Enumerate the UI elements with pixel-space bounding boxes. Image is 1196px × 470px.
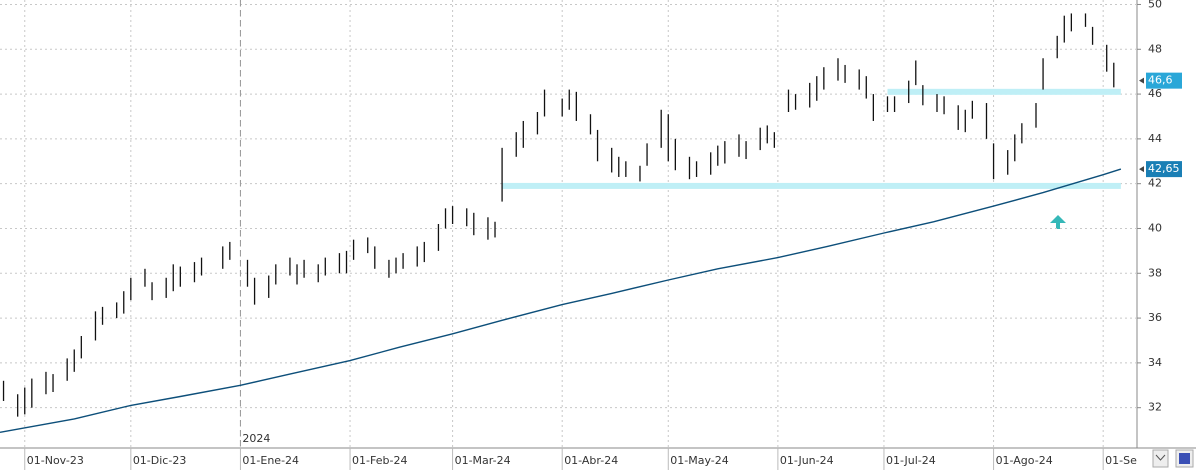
x-tick-label: 01-May-24	[670, 454, 728, 467]
y-tick-label: 44	[1148, 132, 1162, 145]
y-tick-label: 42	[1148, 177, 1162, 190]
y-tick-label: 36	[1148, 311, 1162, 324]
x-tick-label: 01-Nov-23	[27, 454, 84, 467]
x-tick-label: 01-Se	[1105, 454, 1137, 467]
x-tick-label: 01-Jul-24	[886, 454, 936, 467]
support-band	[502, 182, 1121, 189]
support-band	[887, 88, 1121, 95]
price-marker-label: 46,6	[1148, 74, 1173, 87]
y-tick-label: 46	[1148, 87, 1162, 100]
y-tick-label: 48	[1148, 42, 1162, 55]
signal-arrow	[1050, 215, 1066, 229]
y-tick-label: 50	[1148, 0, 1162, 10]
price-marker-arrow	[1139, 77, 1144, 84]
collapse-button[interactable]	[1152, 449, 1169, 468]
x-tick-label: 01-Feb-24	[352, 454, 407, 467]
price-marker-label: 42,65	[1148, 162, 1180, 175]
x-tick-label: 01-Dic-23	[133, 454, 187, 467]
price-marker-arrow	[1139, 166, 1144, 173]
x-tick-label: 01-Ene-24	[242, 454, 299, 467]
y-tick-label: 34	[1148, 356, 1162, 369]
y-tick-label: 38	[1148, 266, 1162, 279]
x-tick-label: 01-Jun-24	[780, 454, 834, 467]
y-tick-label: 32	[1148, 401, 1162, 414]
price-marker	[1146, 161, 1182, 178]
collapse-icon	[1155, 454, 1166, 461]
price-marker	[1146, 72, 1182, 89]
x-tick-label: 01-Mar-24	[455, 454, 511, 467]
save-icon	[1179, 453, 1190, 464]
x-tick-label: 01-Abr-24	[564, 454, 618, 467]
moving-average	[0, 168, 1122, 433]
x-tick-label: 01-Ago-24	[996, 454, 1053, 467]
year-label: 2024	[242, 432, 270, 445]
y-tick-label: 40	[1148, 221, 1162, 234]
